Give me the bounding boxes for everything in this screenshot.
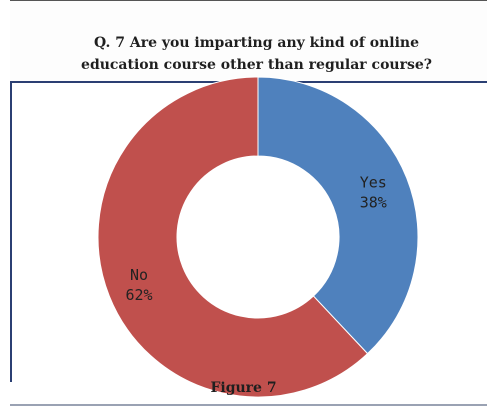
slice-value-yes: 38%: [360, 193, 387, 211]
slice-labels: Yes 38% No 62%: [125, 173, 386, 304]
chart-title-line-2: education course other than regular cour…: [81, 57, 432, 73]
bottom-border-rule: [10, 404, 487, 406]
chart-title-line-1: Q. 7 Are you imparting any kind of onlin…: [94, 35, 419, 51]
figure-caption: Figure 7: [210, 380, 277, 396]
left-border-rule: [10, 82, 12, 382]
donut-slice-no: [97, 76, 369, 398]
slice-value-no: 62%: [125, 286, 152, 304]
donut-slices: [97, 76, 419, 398]
slice-label-yes: Yes: [360, 173, 387, 191]
chart-title-box: Q. 7 Are you imparting any kind of onlin…: [10, 0, 487, 83]
slice-label-no: No: [130, 266, 148, 284]
donut-slice-yes: [257, 76, 419, 355]
